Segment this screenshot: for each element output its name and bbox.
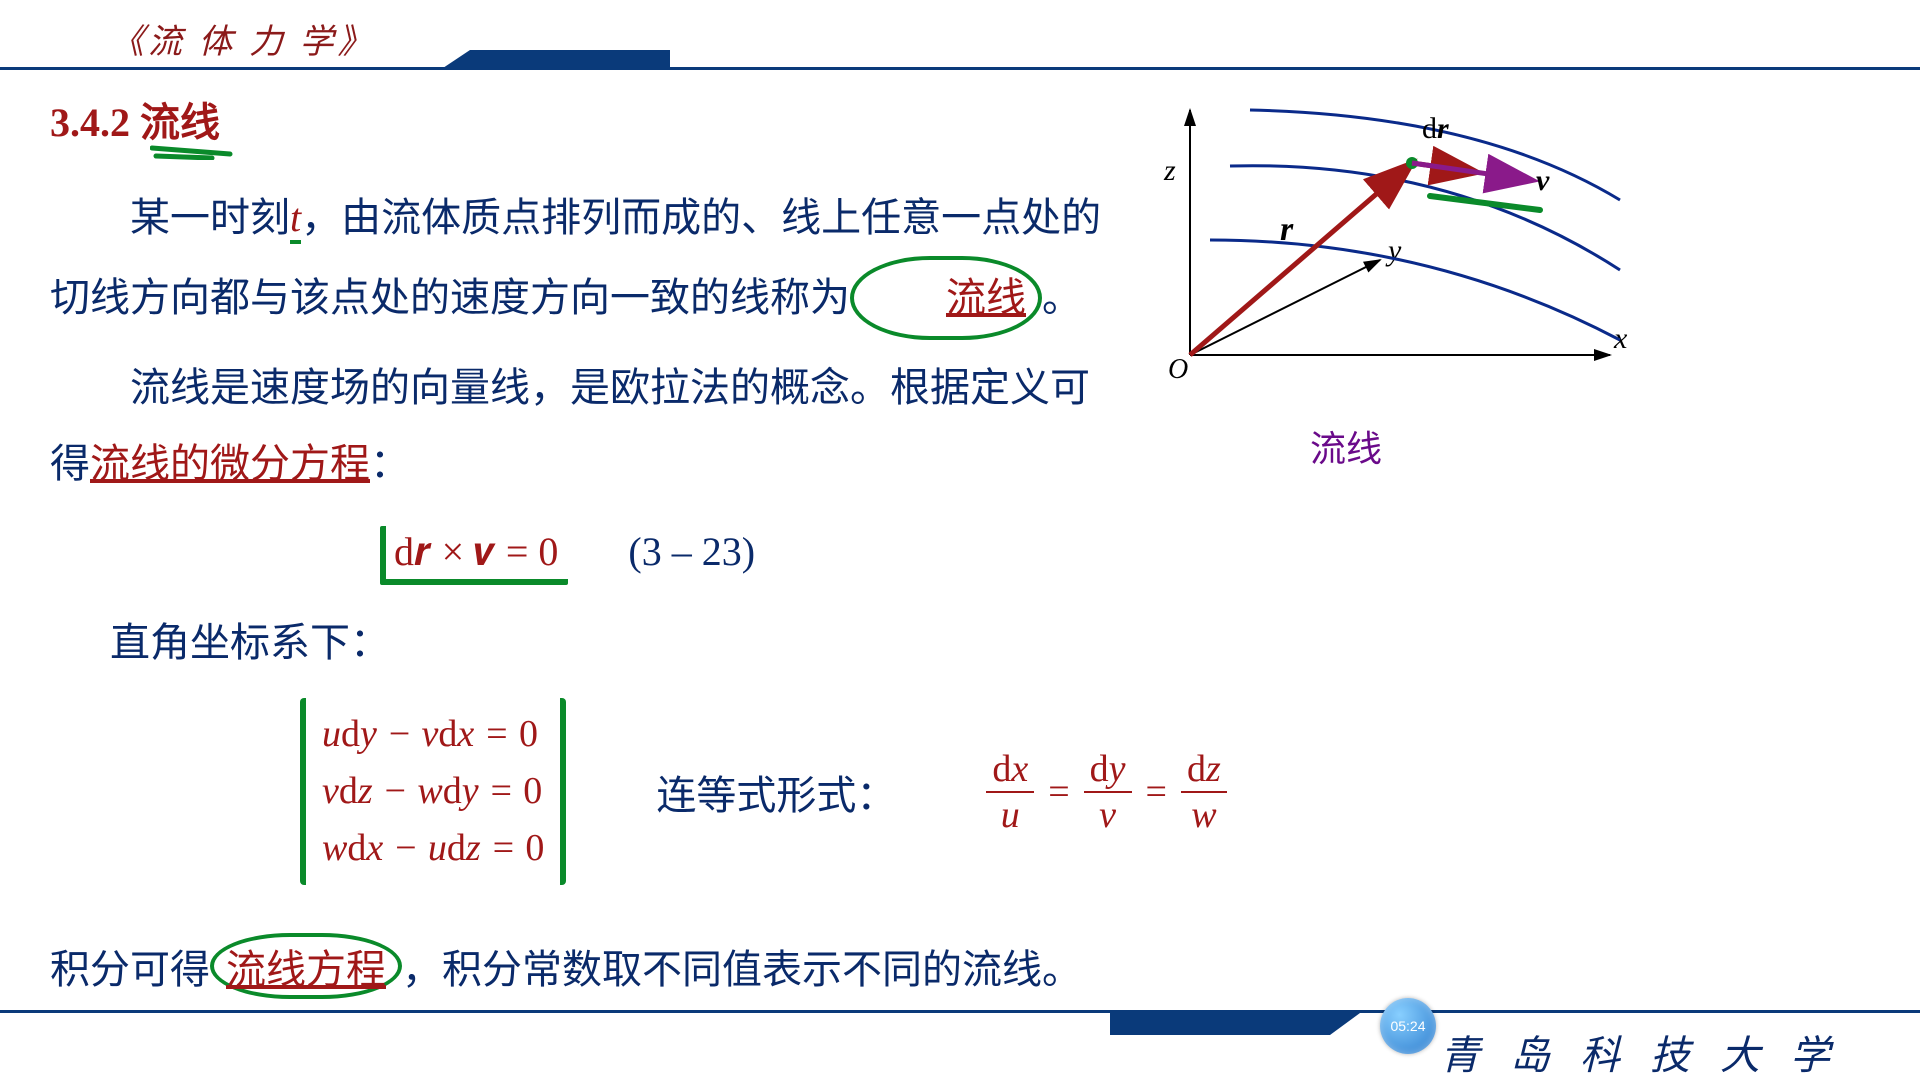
main-equation-row: d𝒓 × 𝒗 = 0 (3 – 23) [380, 526, 1850, 585]
slide-header: 《流 体 力 学》 [0, 0, 1920, 70]
explain-paragraph: 流线是速度场的向量线，是欧拉法的概念。根据定义可得流线的微分方程： [50, 350, 1110, 502]
header-decor-wedge [440, 50, 470, 70]
underline-annot-icon [150, 144, 240, 160]
para2-keyword: 流线的微分方程 [90, 441, 370, 486]
bottom-post: ，积分常数取不同值表示不同的流线。 [402, 947, 1082, 992]
equations-row: udy − vdx = 0 vdz − wdy = 0 wdx − udz = … [50, 698, 1850, 885]
definition-paragraph: 某一时刻t，由流体质点排列而成的、线上任意一点处的切线方向都与该点处的速度方向一… [50, 180, 1110, 340]
para1-pre: 某一时刻 [130, 195, 290, 240]
para1-keyword: 流线 [946, 275, 1026, 320]
sys-eq1: udy − vdx = 0 [322, 706, 544, 763]
header-decor-bar [470, 50, 670, 70]
axis-z-label: z [1163, 154, 1176, 187]
sys-eq3: wdx − udz = 0 [322, 820, 544, 877]
bottom-pre: 积分可得 [50, 947, 210, 992]
frac-dz-w: dzw [1181, 747, 1227, 837]
chain-equation: dxu = dyv = dzw [986, 747, 1226, 837]
bottom-paragraph: 积分可得流线方程 ，积分常数取不同值表示不同的流线。 [50, 933, 1850, 999]
footer-decor-wedge [1330, 1013, 1360, 1035]
eq-annot-box: d𝒓 × 𝒗 = 0 [380, 526, 568, 585]
v-label: v [1536, 164, 1550, 197]
equation-system: udy − vdx = 0 vdz − wdy = 0 wdx − udz = … [300, 698, 566, 885]
video-timestamp-badge: 05:24 [1380, 998, 1436, 1054]
university-name: 青 岛 科 技 大 学 [1440, 1023, 1840, 1081]
axis-y-label: y [1385, 234, 1402, 267]
cartesian-heading: 直角坐标系下： [110, 610, 1850, 668]
bottom-keyword: 流线方程 [226, 947, 386, 992]
slide-footer: 青 岛 科 技 大 学 [0, 1010, 1920, 1080]
equation-ref: (3 – 23) [628, 529, 755, 574]
chain-label: 连等式形式： [656, 763, 896, 821]
para1-t: t [290, 195, 301, 244]
diagram-caption: 流线 [1310, 420, 1382, 472]
frac-dx-u: dxu [986, 747, 1034, 837]
dr-label: dr [1422, 112, 1449, 145]
sys-eq2: vdz − wdy = 0 [322, 763, 544, 820]
para2-post: ： [370, 441, 410, 486]
section-title-text: 3.4.2 流线 [50, 100, 220, 145]
r-label: r [1280, 211, 1294, 248]
origin-label: O [1168, 354, 1188, 385]
frac-dy-v: dyv [1084, 747, 1132, 837]
streamline-diagram: z x y O r dr v [1130, 80, 1630, 400]
course-title: 《流 体 力 学》 [110, 14, 376, 63]
main-equation: d𝒓 × 𝒗 = 0 [394, 529, 558, 574]
para1-post2: 。 [1042, 275, 1082, 320]
footer-decor-bar [1110, 1013, 1330, 1035]
